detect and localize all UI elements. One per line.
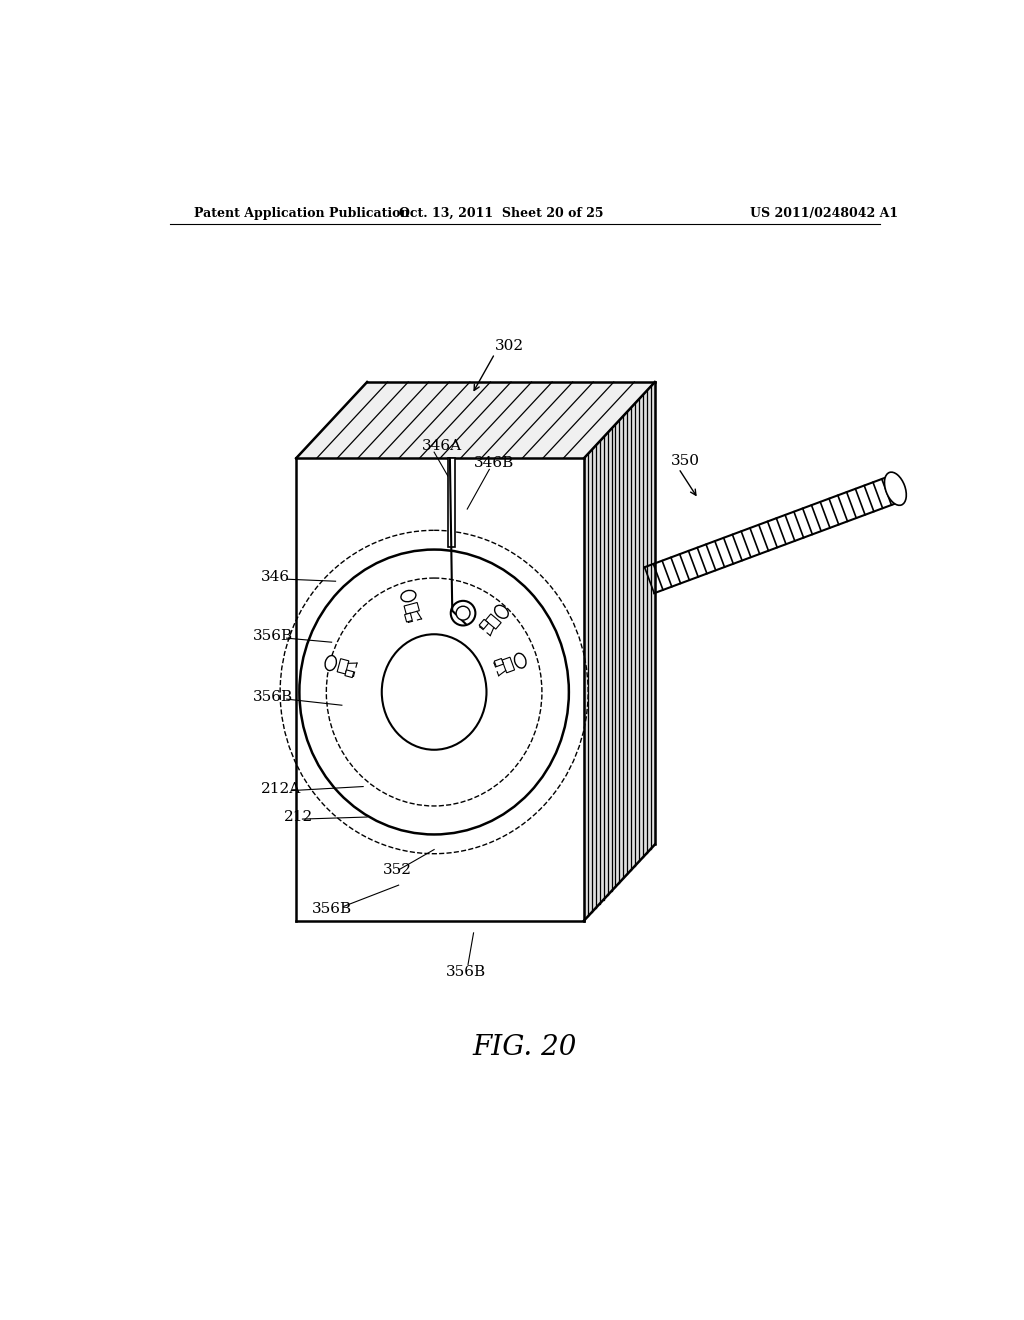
Text: US 2011/0248042 A1: US 2011/0248042 A1 <box>751 207 898 220</box>
Polygon shape <box>584 381 655 921</box>
Polygon shape <box>479 619 488 628</box>
Ellipse shape <box>299 549 569 834</box>
Text: 346A: 346A <box>422 440 463 453</box>
Text: 212A: 212A <box>261 781 301 796</box>
Polygon shape <box>296 381 655 458</box>
Text: 356B: 356B <box>253 630 293 643</box>
Ellipse shape <box>401 590 416 602</box>
Ellipse shape <box>382 635 486 750</box>
Text: 356B: 356B <box>312 902 352 916</box>
Ellipse shape <box>514 653 526 668</box>
Text: 346B: 346B <box>473 457 514 470</box>
Ellipse shape <box>451 601 475 626</box>
Ellipse shape <box>325 656 337 671</box>
Bar <box>449 458 455 546</box>
Polygon shape <box>337 659 349 675</box>
Polygon shape <box>495 659 504 667</box>
Text: FIG. 20: FIG. 20 <box>473 1035 577 1061</box>
Text: 302: 302 <box>495 339 524 354</box>
Text: 212: 212 <box>285 810 313 824</box>
Text: Oct. 13, 2011  Sheet 20 of 25: Oct. 13, 2011 Sheet 20 of 25 <box>399 207 603 220</box>
Text: 350: 350 <box>671 454 699 469</box>
Text: 356B: 356B <box>253 690 293 704</box>
Text: Patent Application Publication: Patent Application Publication <box>194 207 410 220</box>
Text: 356B: 356B <box>446 965 486 978</box>
Polygon shape <box>404 602 420 614</box>
Ellipse shape <box>885 473 906 506</box>
Polygon shape <box>485 614 501 630</box>
Text: 346: 346 <box>261 570 290 585</box>
Polygon shape <box>404 612 413 622</box>
Polygon shape <box>502 657 515 673</box>
Polygon shape <box>296 458 584 921</box>
Ellipse shape <box>456 606 470 620</box>
Polygon shape <box>345 669 354 677</box>
Ellipse shape <box>495 606 508 618</box>
Text: 352: 352 <box>383 863 412 876</box>
